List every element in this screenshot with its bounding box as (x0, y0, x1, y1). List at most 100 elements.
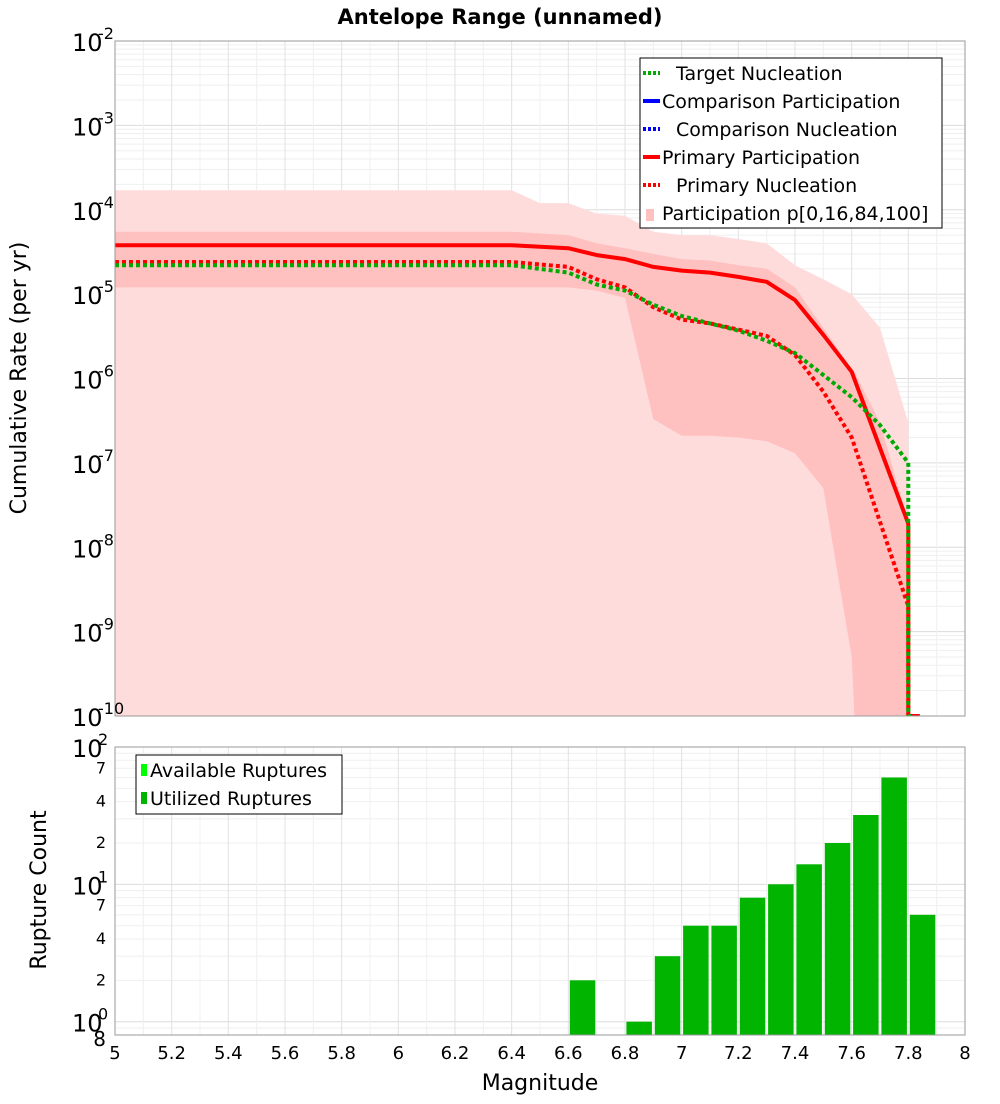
x-tick-label: 6 (393, 1043, 404, 1064)
legend-item: Utilized Ruptures (141, 788, 312, 810)
legend-item: Target Nucleation (643, 63, 843, 85)
x-axis-label: Magnitude (482, 1071, 599, 1096)
series-line-primary-nucleation (115, 260, 920, 716)
count-plot-border (114, 746, 966, 1036)
y-tick-base: 10 (72, 198, 103, 226)
y-tick-base: 10 (72, 535, 103, 563)
y-tick-exponent: -3 (98, 108, 114, 127)
legend-swatch (141, 764, 147, 776)
y-tick-exponent: -6 (98, 362, 114, 381)
x-tick-label: 5.2 (157, 1043, 186, 1064)
y-tick-base: 10 (72, 1010, 103, 1038)
y-tick-exponent: 0 (98, 1005, 108, 1024)
legend-label: Target Nucleation (675, 63, 843, 85)
y-tick-label: 10-7 (72, 446, 114, 479)
y-tick-label: 102 (72, 730, 108, 763)
bar (626, 1021, 652, 1035)
y-tick-exponent: -5 (98, 277, 114, 296)
y-tick-base: 10 (72, 735, 103, 763)
legend-item: Available Ruptures (141, 760, 327, 782)
y-tick-label: 10-9 (72, 615, 114, 648)
bar (824, 843, 851, 1035)
y-tick-base: 10 (72, 113, 103, 141)
y-tick-label: 10-10 (72, 699, 124, 732)
y-tick-label: 101 (72, 867, 108, 900)
y-tick-exponent: -10 (98, 699, 124, 718)
y-tick-label: 100 (72, 1005, 108, 1038)
y-minor-tick-label: 4 (96, 792, 106, 811)
legend-box (135, 754, 343, 815)
y-tick-label: 10-2 (72, 24, 114, 57)
bar (654, 956, 681, 1035)
legend-swatch (141, 792, 147, 804)
legend-label: Primary Participation (662, 147, 860, 169)
bar (768, 884, 794, 1035)
y-tick-exponent: -2 (98, 24, 114, 43)
y-tick-exponent: -7 (98, 446, 114, 465)
y-tick-label: 10-5 (72, 277, 114, 310)
x-tick-label: 6.2 (441, 1043, 470, 1064)
y-minor-tick-label: 7 (96, 758, 106, 777)
y-tick-label: 10-8 (72, 530, 114, 563)
chart-title: Antelope Range (unnamed) (338, 5, 663, 29)
legend-label: Utilized Ruptures (150, 788, 312, 810)
legend-label: Available Ruptures (150, 760, 327, 782)
y-minor-tick-label: 2 (96, 833, 106, 852)
legend-item: Primary Participation (643, 147, 860, 169)
series-line-primary-participation (115, 243, 920, 716)
x-tick-label: 5.8 (327, 1043, 356, 1064)
y-tick-label: 10-4 (72, 193, 114, 226)
x-tick-label: 5.4 (214, 1043, 243, 1064)
legend-label: Comparison Participation (662, 91, 900, 113)
y-tick-exponent: -9 (98, 615, 114, 634)
y-minor-tick-label: 8 (93, 1027, 106, 1051)
y-tick-base: 10 (72, 451, 103, 479)
band-p16-p84 (115, 231, 909, 716)
y-minor-tick-label: 7 (96, 896, 106, 915)
bar (881, 777, 907, 1035)
legend-item: Primary Nucleation (643, 175, 857, 197)
x-tick-label: 7.6 (837, 1043, 866, 1064)
x-tick-label: 6.8 (611, 1043, 640, 1064)
y-tick-exponent: 1 (98, 867, 108, 886)
bar (683, 925, 709, 1035)
y-tick-exponent: -8 (98, 530, 114, 549)
rate-plot-border (114, 40, 966, 717)
bar (853, 815, 879, 1035)
y-tick-label: 10-6 (72, 362, 114, 395)
legend-item: Comparison Nucleation (643, 119, 898, 141)
legend-item: Comparison Participation (643, 91, 900, 113)
bar (739, 897, 766, 1035)
bar (909, 914, 936, 1035)
y-tick-base: 10 (72, 704, 103, 732)
x-tick-label: 7.2 (724, 1043, 753, 1064)
y-tick-base: 10 (72, 620, 103, 648)
legend-item: Participation p[0,16,84,100] (646, 203, 928, 225)
y-tick-base: 10 (72, 367, 103, 395)
y-tick-base: 10 (72, 29, 103, 57)
x-tick-label: 5 (109, 1043, 120, 1064)
series-line-target-nucleation (115, 263, 914, 716)
rate-legend: Target Nucleation Comparison Participatio… (639, 57, 943, 229)
legend-swatch (646, 209, 654, 221)
rate-data (115, 190, 920, 716)
y-minor-tick-label: 2 (96, 970, 106, 989)
x-tick-label: 5.6 (271, 1043, 300, 1064)
legend-label: Comparison Nucleation (676, 119, 898, 141)
legend-box (639, 57, 943, 229)
bar (711, 925, 737, 1035)
y-tick-exponent: 2 (98, 730, 108, 749)
legend-label: Primary Nucleation (676, 175, 857, 197)
x-tick-label: 6.4 (497, 1043, 526, 1064)
legend-label: Participation p[0,16,84,100] (662, 203, 928, 225)
x-tick-label: 7.4 (781, 1043, 810, 1064)
bottom-y-axis-label: Rupture Count (27, 810, 52, 970)
y-minor-tick-label: 4 (96, 929, 106, 948)
x-tick-label: 7.8 (894, 1043, 923, 1064)
y-tick-label: 10-3 (72, 108, 114, 141)
x-tick-label: 8 (959, 1043, 970, 1064)
bar (569, 980, 596, 1035)
rate-plot: 10-1010-910-810-710-610-510-410-310-2Tar… (72, 24, 966, 732)
